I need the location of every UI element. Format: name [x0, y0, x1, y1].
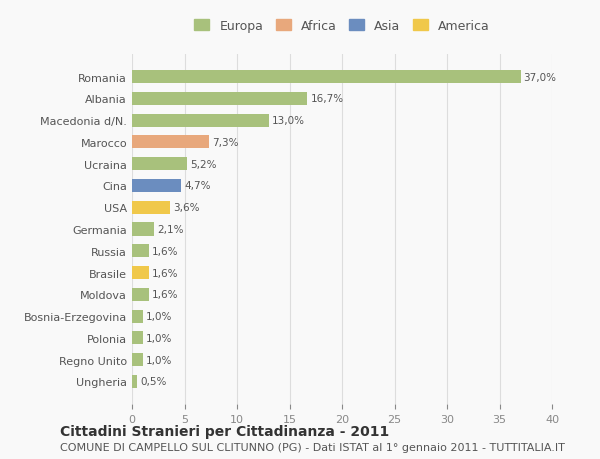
Text: 0,5%: 0,5% [140, 376, 167, 386]
Bar [132, 353, 143, 366]
Text: 16,7%: 16,7% [311, 94, 344, 104]
Bar [132, 136, 209, 149]
Bar [132, 114, 269, 128]
Text: 4,7%: 4,7% [185, 181, 211, 191]
Text: 5,2%: 5,2% [190, 159, 216, 169]
Bar [132, 71, 521, 84]
Bar [132, 179, 181, 193]
Text: 7,3%: 7,3% [212, 138, 238, 148]
Text: 3,6%: 3,6% [173, 203, 199, 213]
Text: 37,0%: 37,0% [524, 73, 557, 83]
Bar [132, 201, 170, 214]
Text: 1,6%: 1,6% [152, 246, 178, 256]
Text: 2,1%: 2,1% [157, 224, 184, 235]
Bar [132, 266, 149, 280]
Bar [132, 288, 149, 301]
Text: 1,0%: 1,0% [146, 333, 172, 343]
Legend: Europa, Africa, Asia, America: Europa, Africa, Asia, America [191, 16, 493, 36]
Text: 13,0%: 13,0% [272, 116, 305, 126]
Text: Cittadini Stranieri per Cittadinanza - 2011: Cittadini Stranieri per Cittadinanza - 2… [60, 425, 389, 438]
Bar [132, 310, 143, 323]
Bar [132, 331, 143, 345]
Bar [132, 158, 187, 171]
Text: 1,6%: 1,6% [152, 290, 178, 300]
Bar [132, 93, 307, 106]
Text: 1,0%: 1,0% [146, 355, 172, 365]
Bar [132, 223, 154, 236]
Bar [132, 375, 137, 388]
Text: 1,0%: 1,0% [146, 311, 172, 321]
Text: COMUNE DI CAMPELLO SUL CLITUNNO (PG) - Dati ISTAT al 1° gennaio 2011 - TUTTITALI: COMUNE DI CAMPELLO SUL CLITUNNO (PG) - D… [60, 442, 565, 452]
Text: 1,6%: 1,6% [152, 268, 178, 278]
Bar [132, 245, 149, 258]
